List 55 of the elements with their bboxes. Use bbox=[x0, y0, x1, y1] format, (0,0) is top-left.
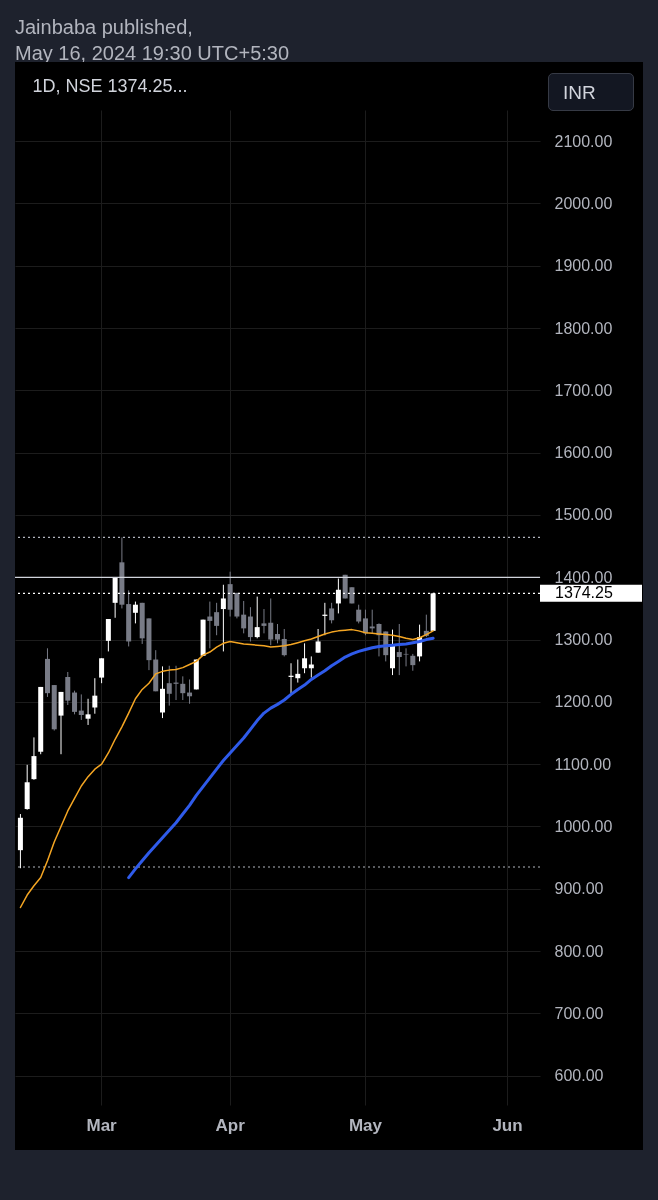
candlestick bbox=[254, 596, 260, 639]
candlestick bbox=[241, 600, 247, 634]
candlestick bbox=[58, 691, 64, 755]
line-series bbox=[127, 636, 435, 880]
candlestick bbox=[65, 671, 71, 706]
y-tick-label: 900.00 bbox=[554, 880, 604, 898]
y-tick-label: 700.00 bbox=[554, 1004, 604, 1022]
ref-line-label: 1374.25 bbox=[555, 584, 613, 602]
x-tick-label: Mar bbox=[86, 1115, 118, 1135]
candlestick bbox=[315, 628, 321, 654]
y-tick-label: 1900.00 bbox=[554, 257, 613, 275]
candlestick bbox=[396, 623, 402, 676]
y-tick-label: 800.00 bbox=[554, 942, 604, 960]
candlestick bbox=[247, 606, 253, 642]
candlestick bbox=[390, 629, 396, 676]
x-tick-label: Apr bbox=[215, 1115, 246, 1135]
y-tick-label: 1200.00 bbox=[554, 693, 613, 711]
y-tick-label: 1800.00 bbox=[554, 319, 613, 337]
chart-title: 1D, NSE 1374.25... bbox=[32, 76, 188, 96]
x-tick-label: May bbox=[348, 1115, 383, 1135]
candlestick bbox=[214, 602, 220, 636]
candlestick bbox=[268, 597, 274, 646]
y-tick-label: 1300.00 bbox=[554, 631, 613, 649]
y-tick-label: 1600.00 bbox=[554, 444, 613, 462]
candlestick bbox=[159, 665, 165, 719]
candlestick bbox=[302, 642, 308, 674]
text: Jainbaba published, bbox=[15, 16, 193, 39]
candlestick bbox=[207, 601, 213, 649]
candlestick bbox=[92, 677, 98, 715]
candlestick bbox=[132, 601, 138, 624]
candlestick bbox=[261, 608, 267, 634]
candlestick bbox=[99, 657, 105, 684]
candlestick bbox=[166, 665, 172, 707]
y-tick-label: 1500.00 bbox=[554, 506, 613, 524]
candlestick bbox=[329, 602, 335, 624]
candlestick bbox=[356, 604, 362, 624]
candlestick bbox=[105, 618, 111, 652]
candlestick bbox=[72, 690, 78, 715]
candlestick bbox=[31, 736, 37, 781]
candlestick bbox=[403, 647, 409, 667]
y-tick-label: 1100.00 bbox=[554, 755, 612, 773]
y-tick-label: 600.00 bbox=[554, 1067, 604, 1085]
candlestick bbox=[362, 609, 368, 636]
text: May 16, 2024 19:30 UTC+5:30 bbox=[15, 42, 290, 65]
y-tick-label: 2100.00 bbox=[554, 132, 613, 150]
candlestick bbox=[275, 623, 280, 644]
candlestick bbox=[85, 698, 91, 726]
y-tick-label: 1700.00 bbox=[554, 381, 613, 399]
y-tick-label: 1400.00 bbox=[554, 568, 613, 586]
y-tick-label: 2000.00 bbox=[554, 194, 613, 212]
candlestick bbox=[180, 675, 186, 701]
x-tick-label: Jun bbox=[492, 1115, 523, 1135]
candlestick bbox=[78, 693, 84, 721]
text: INR bbox=[548, 73, 634, 111]
y-tick-label: 1000.00 bbox=[554, 818, 613, 835]
